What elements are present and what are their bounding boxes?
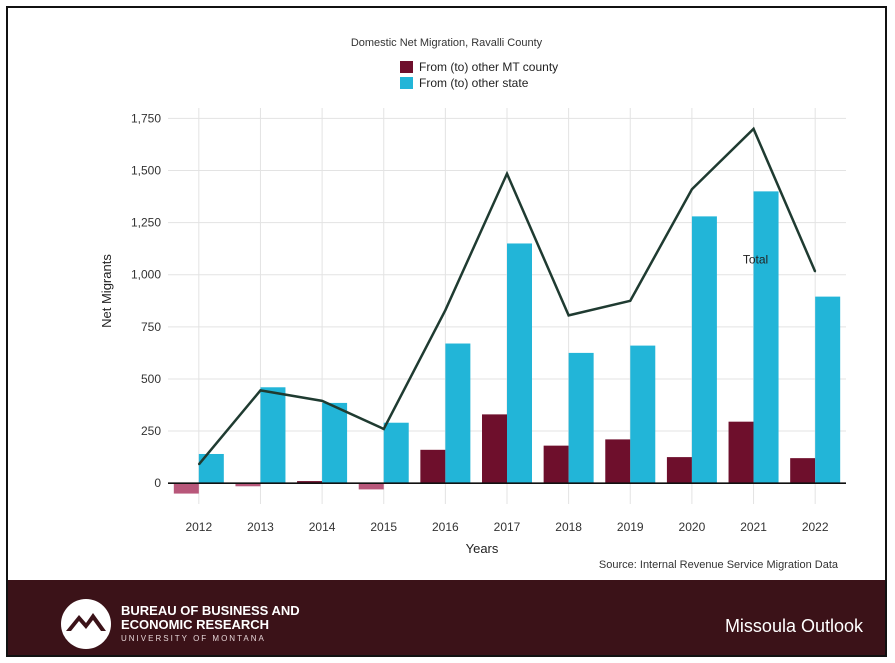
total-point — [506, 172, 508, 175]
bar-other-state — [753, 191, 779, 484]
total-point — [629, 299, 632, 302]
bar-other-state — [507, 243, 532, 484]
total-point — [691, 188, 693, 191]
brand-line-1: BUREAU OF BUSINESS AND — [121, 603, 300, 618]
bar-mt-county — [482, 414, 507, 484]
bar-mt-county — [235, 483, 261, 487]
total-line-label: Total — [743, 252, 768, 266]
bar-mt-county — [420, 449, 446, 484]
bar-other-state — [445, 343, 471, 484]
y-tick-label: 250 — [141, 424, 161, 438]
bar-other-state — [260, 387, 286, 484]
x-tick-label: 2016 — [432, 520, 459, 534]
brand-line-3: UNIVERSITY OF MONTANA — [121, 634, 266, 643]
x-tick-label: 2014 — [309, 520, 336, 534]
y-tick-label: 0 — [154, 476, 161, 490]
x-tick-label: 2013 — [247, 520, 274, 534]
total-point — [321, 400, 323, 402]
bar-other-state — [322, 402, 348, 484]
bber-logo-icon — [61, 599, 111, 649]
chart-canvas: 0 250 500 750 1,000 1,250 1,500 1,750 2012 2013 20… — [99, 60, 846, 571]
x-tick-label: 2018 — [555, 520, 582, 534]
chart-title: Domestic Net Migration, Ravalli County — [350, 37, 543, 49]
total-point — [259, 389, 262, 392]
y-tick-label: 1,250 — [131, 216, 161, 230]
total-point — [752, 128, 755, 130]
x-tick-label: 2017 — [494, 520, 521, 534]
brand-block: BUREAU OF BUSINESS AND ECONOMIC RESEARCH… — [121, 604, 300, 646]
total-point — [198, 463, 200, 466]
total-point — [814, 270, 816, 273]
bar-mt-county — [358, 483, 384, 490]
y-axis-title: Net Migrants — [99, 254, 114, 328]
total-point — [567, 314, 570, 317]
y-tick-label: 1,750 — [131, 111, 161, 125]
bar-other-state — [568, 352, 594, 484]
bar-mt-county — [173, 483, 199, 494]
y-tick-label: 500 — [141, 372, 161, 386]
x-tick-label: 2015 — [370, 520, 397, 534]
total-point — [444, 309, 447, 311]
y-tick-label: 750 — [141, 320, 161, 334]
bar-other-state — [691, 216, 717, 484]
source-note: Source: Internal Revenue Service Migrati… — [599, 559, 839, 571]
x-tick-label: 2021 — [740, 520, 767, 534]
legend-swatch — [400, 61, 413, 73]
legend-swatch — [400, 77, 413, 89]
bar-other-state — [383, 422, 409, 484]
footer-banner: BUREAU OF BUSINESS AND ECONOMIC RESEARCH… — [8, 580, 885, 655]
legend-label: From (to) other MT county — [419, 60, 558, 74]
legend-label: From (to) other state — [419, 76, 529, 90]
bar-mt-county — [728, 421, 754, 484]
y-tick-label: 1,500 — [131, 164, 161, 178]
bar-other-state — [815, 296, 841, 484]
bar-other-state — [630, 345, 656, 484]
bar-mt-county — [543, 445, 569, 484]
brand-line-2: ECONOMIC RESEARCH — [121, 617, 270, 632]
x-tick-label: 2012 — [185, 520, 212, 534]
missoula-outlook-label: Missoula Outlook — [724, 616, 863, 636]
x-tick-label: 2020 — [679, 520, 706, 534]
bar-mt-county — [297, 481, 323, 484]
x-tick-label: 2022 — [802, 520, 829, 534]
bar-mt-county — [605, 439, 631, 484]
total-point — [382, 428, 385, 430]
x-axis-title: Years — [466, 541, 499, 556]
x-tick-label: 2019 — [617, 520, 644, 534]
y-tick-label: 1,000 — [131, 268, 161, 282]
chart-frame: Domestic Net Migration, Ravalli County 0… — [6, 6, 887, 657]
bar-mt-county — [666, 457, 692, 484]
bar-mt-county — [790, 458, 816, 484]
